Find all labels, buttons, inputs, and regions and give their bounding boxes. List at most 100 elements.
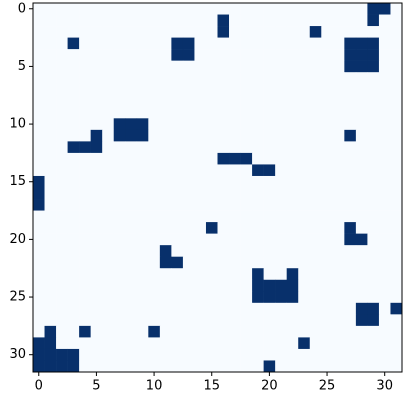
heatmap-cell [378,14,391,27]
heatmap-cell [321,337,334,350]
heatmap-cell [286,348,299,361]
heatmap-cell [125,291,138,304]
heatmap-cell [90,37,103,50]
heatmap-cell [113,72,126,85]
heatmap-cell [56,325,68,338]
heatmap-cell [90,291,103,304]
heatmap-cell [136,279,149,292]
heatmap-cell [79,348,91,361]
heatmap-cell [309,60,322,73]
heatmap-cell [171,210,184,223]
heatmap-cell [217,164,230,177]
heatmap-cell [252,118,264,131]
heatmap-cell [171,83,184,96]
heatmap-cell [67,268,80,281]
heatmap-cell [332,302,345,315]
heatmap-cell [90,279,103,292]
heatmap-cell [390,325,403,338]
heatmap-cell [286,26,299,38]
heatmap-cell [263,49,276,61]
heatmap-cell [194,175,207,188]
heatmap-cell [194,337,207,350]
heatmap-cell [298,268,311,281]
heatmap-cell [367,175,380,188]
heatmap-cell [263,210,276,223]
heatmap-cell [79,26,91,38]
heatmap-cell [205,360,218,373]
heatmap-cell [148,95,161,108]
heatmap-cell [367,199,380,211]
heatmap-cell [309,245,322,257]
heatmap-cell [159,49,172,61]
heatmap-cell [205,164,218,177]
heatmap-cell [321,187,334,200]
heatmap-cell [275,337,287,350]
heatmap-cell [79,60,91,73]
heatmap-cell [148,37,161,50]
heatmap-cell [90,26,103,38]
heatmap-cell [56,245,68,257]
heatmap-cell [378,129,391,142]
heatmap-cell [67,279,80,292]
y-tick-label: 0 [18,1,26,16]
heatmap-cell [378,325,391,338]
heatmap-cell [113,337,126,350]
heatmap-cell [332,222,345,234]
heatmap-cell [33,60,45,73]
heatmap-cell [217,37,230,50]
heatmap-cell [205,72,218,85]
heatmap-cell [159,152,172,165]
heatmap-cell [252,37,264,50]
heatmap-cell [194,95,207,108]
heatmap-cell [159,141,172,154]
heatmap-cell [136,314,149,327]
heatmap-cell [136,348,149,361]
heatmap-cell [136,83,149,96]
heatmap-cell [102,164,115,177]
heatmap-cell [56,152,68,165]
heatmap-cell [136,302,149,315]
heatmap-cell [171,187,184,200]
heatmap-cell [344,37,357,50]
heatmap-cell [113,222,126,234]
heatmap-cell [344,325,357,338]
heatmap-cell [217,291,230,304]
heatmap-cell [367,279,380,292]
heatmap-cell [390,14,403,27]
heatmap-cell [229,314,241,327]
heatmap-cell [56,95,68,108]
heatmap-cell [298,83,311,96]
heatmap-cell [217,245,230,257]
heatmap-cell [298,348,311,361]
heatmap-cell [194,314,207,327]
heatmap-cell [344,233,357,246]
heatmap-cell [390,222,403,234]
heatmap-cell [298,129,311,142]
heatmap-cell [355,37,368,50]
heatmap-cell [275,164,287,177]
heatmap-cell [125,129,138,142]
heatmap-cell [332,245,345,257]
heatmap-cell [275,302,287,315]
heatmap-cell [171,37,184,50]
heatmap-cell [240,199,253,211]
heatmap-cell [159,187,172,200]
heatmap-cell [44,106,57,119]
heatmap-cell [390,49,403,61]
heatmap-cell [90,83,103,96]
heatmap-cell [205,325,218,338]
heatmap-cell [390,26,403,38]
heatmap-cell [390,233,403,246]
heatmap-cell [355,256,368,269]
heatmap-cell [378,268,391,281]
heatmap-cell [252,210,264,223]
heatmap-cell [229,164,241,177]
x-tick-label: 20 [261,379,278,394]
heatmap-cell [275,60,287,73]
heatmap-cell [159,325,172,338]
heatmap-cell [159,83,172,96]
heatmap-cell [252,348,264,361]
heatmap-cell [252,175,264,188]
heatmap-cell [321,49,334,61]
heatmap-cell [309,49,322,61]
